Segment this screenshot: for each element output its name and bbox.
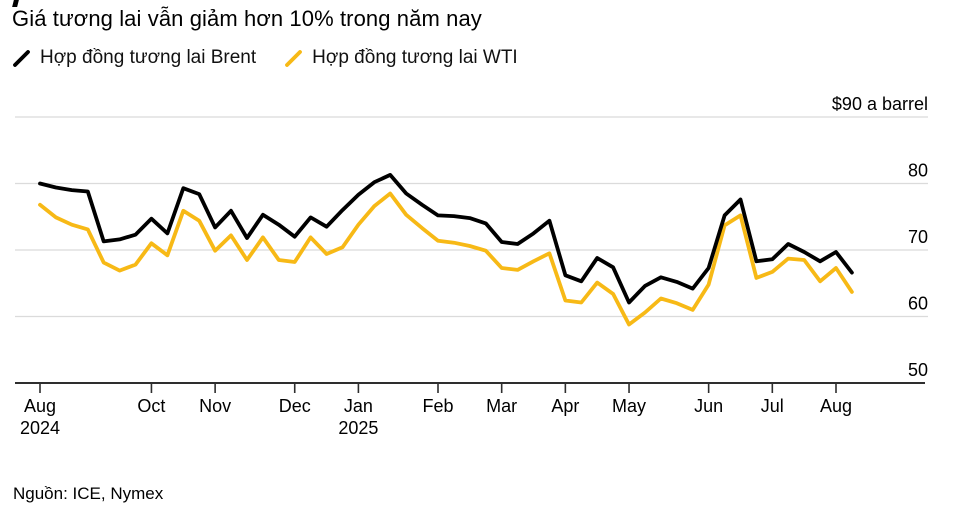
chart-title: Giá tương lai vẫn giảm hơn 10% trong năm… [12,6,482,31]
y-tick-label-60: 60 [908,294,928,314]
legend-item-brent: Hợp đồng tương lai Brent [12,47,256,69]
legend-item-wti: Hợp đồng tương lai WTI [284,47,518,69]
x-tick-label-jun: Jun [694,396,723,416]
x-tick-label-aug: Aug [820,396,852,416]
x-tick-label-oct: Oct [137,396,165,416]
x-tick-label-aug: Aug [24,396,56,416]
legend-label-brent: Hợp đồng tương lai Brent [40,47,257,68]
series-line-wti [38,191,854,327]
y-tick-label-50: 50 [908,360,928,380]
brent-slash-icon [13,49,30,67]
x-tick-year-label: 2025 [338,418,378,438]
x-tick-label-jan: Jan [344,396,373,416]
x-tick-label-apr: Apr [551,396,579,416]
x-tick-label-may: May [612,396,646,416]
legend-label-wti: Hợp đồng tương lai WTI [312,47,518,68]
chart-legend: Hợp đồng tương lai Brent Hợp đồng tương … [12,47,518,69]
y-tick-label-70: 70 [908,227,928,247]
wti-slash-icon [285,49,303,67]
x-tick-label-mar: Mar [486,396,517,416]
x-tick-label-dec: Dec [279,396,311,416]
x-axis [15,382,925,393]
series-lines [38,172,854,327]
source-note: Nguồn: ICE, Nymex [13,484,164,503]
series-line-brent [38,172,854,305]
x-tick-label-feb: Feb [422,396,453,416]
x-tick-label-nov: Nov [199,396,231,416]
x-tick-year-label: 2024 [20,418,60,438]
y-tick-label-90: $90 a barrel [832,94,928,114]
x-tick-label-jul: Jul [761,396,784,416]
y-tick-label-80: 80 [908,161,928,181]
gridlines [15,116,928,318]
